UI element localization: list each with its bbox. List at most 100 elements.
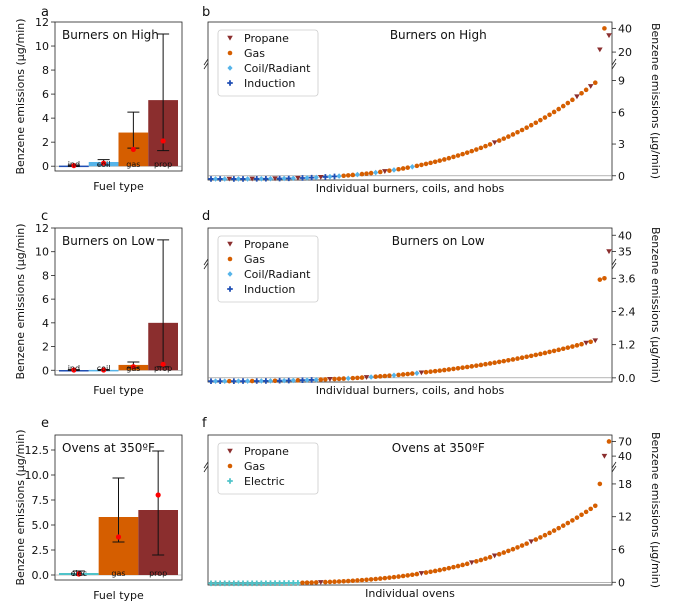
legend-label: Electric <box>244 475 285 488</box>
data-point <box>263 378 269 384</box>
data-point <box>464 561 470 567</box>
data-point <box>491 140 498 146</box>
y-tick-label: 4 <box>42 112 49 125</box>
data-point <box>592 503 598 509</box>
data-point <box>574 94 580 100</box>
data-point <box>276 175 283 182</box>
data-point <box>418 571 425 576</box>
y-tick-label: 12.5 <box>25 444 50 457</box>
data-point <box>267 378 274 384</box>
data-point <box>355 578 360 583</box>
data-point <box>414 163 420 169</box>
data-point <box>258 175 264 182</box>
data-point <box>474 363 479 368</box>
data-point <box>446 155 452 161</box>
data-point <box>350 375 356 381</box>
y-axis-label: Benzene emissions (µg/min) <box>14 429 27 585</box>
data-point <box>285 175 292 182</box>
data-point <box>574 343 580 348</box>
data-point <box>409 371 415 376</box>
data-point <box>263 175 269 182</box>
y-tick-label: 40 <box>618 450 632 463</box>
data-point <box>396 166 401 172</box>
legend-label: Propane <box>244 238 289 251</box>
data-point <box>377 169 383 175</box>
data-point <box>428 569 433 575</box>
median-point <box>115 534 122 540</box>
panel-title: Burners on Low <box>392 234 485 248</box>
y-tick-label: 0 <box>618 576 625 589</box>
data-point <box>341 173 346 179</box>
data-point <box>474 559 479 564</box>
y-tick-label: 6 <box>618 106 625 119</box>
x-tick-label: ind <box>68 364 80 373</box>
data-point <box>323 579 328 585</box>
data-point <box>515 129 520 135</box>
legend-label: Gas <box>244 460 265 473</box>
y-tick-label: 4 <box>42 317 49 330</box>
legend-marker <box>227 80 233 86</box>
data-point <box>423 161 429 167</box>
data-point <box>583 509 589 515</box>
data-point <box>464 150 470 155</box>
data-point <box>510 132 516 137</box>
data-point <box>570 344 575 349</box>
data-point <box>222 176 228 182</box>
x-tick-label: coil <box>97 364 111 373</box>
legend-label: Induction <box>244 283 295 296</box>
legend-label: Induction <box>244 77 295 90</box>
data-point <box>579 341 584 347</box>
x-tick-label: gas <box>126 364 140 373</box>
x-axis-label: Individual ovens <box>365 587 455 600</box>
data-point <box>387 373 392 378</box>
y-tick-label: 7.5 <box>32 494 50 507</box>
axis-break <box>203 258 209 270</box>
data-point <box>373 169 379 176</box>
data-point <box>496 359 502 365</box>
legend-marker <box>227 256 233 262</box>
median-point <box>160 361 166 367</box>
panel-label: f <box>202 416 207 431</box>
data-point <box>551 528 557 533</box>
x-tick-label: ind <box>68 160 80 169</box>
data-point <box>460 365 465 370</box>
y-tick-label: 9 <box>618 75 625 88</box>
data-point <box>515 356 520 361</box>
data-point <box>560 103 566 109</box>
data-point <box>483 556 488 561</box>
data-point <box>409 572 415 578</box>
legend <box>217 442 319 495</box>
y-tick-label: 0 <box>618 170 625 183</box>
axis-break <box>203 461 209 473</box>
y-tick-label: 0 <box>42 160 49 173</box>
data-point <box>253 378 260 384</box>
data-point <box>519 127 525 133</box>
data-point <box>560 523 566 528</box>
y-axis-label: Benzene emissions (µg/min) <box>14 223 27 379</box>
y-axis-label: Benzene emissions (µg/min) <box>649 23 662 179</box>
axis-break <box>611 461 617 473</box>
x-tick-label: prop <box>154 160 172 169</box>
data-point <box>597 47 603 53</box>
data-point <box>538 351 543 357</box>
data-point <box>464 364 470 370</box>
data-point <box>331 173 338 180</box>
data-point <box>602 26 607 31</box>
data-point <box>538 117 543 123</box>
data-point <box>391 574 397 580</box>
data-point <box>373 576 378 582</box>
data-point <box>528 122 534 128</box>
data-point <box>487 361 493 366</box>
data-point <box>428 160 433 166</box>
data-point <box>460 151 465 157</box>
axis-break <box>611 258 617 270</box>
y-tick-label: 6 <box>42 88 49 101</box>
data-point <box>588 339 594 345</box>
data-point <box>226 176 233 182</box>
data-point <box>345 173 351 178</box>
panel-title: Ovens at 350ºF <box>392 441 485 455</box>
axis-break <box>611 58 617 70</box>
data-point <box>551 348 557 354</box>
data-point <box>359 171 365 177</box>
y-tick-label: 6 <box>618 543 625 556</box>
